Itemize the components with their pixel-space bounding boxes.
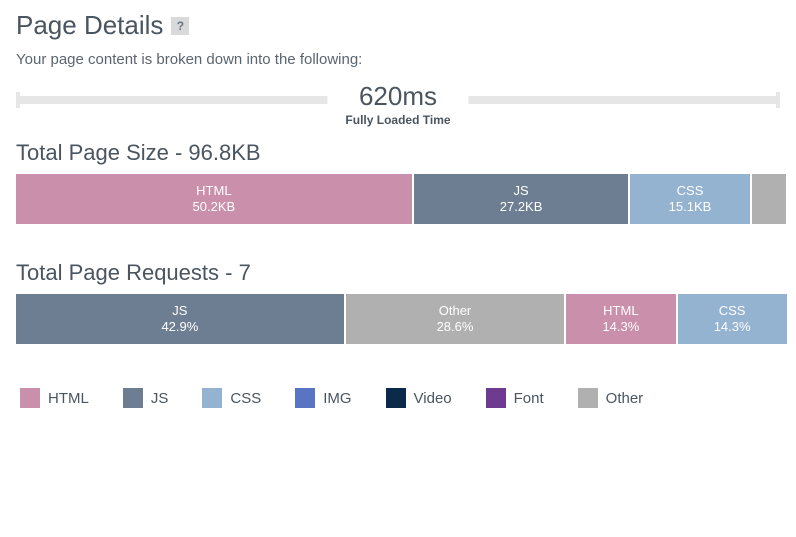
segment-html[interactable]: HTML50.2KB <box>16 174 412 224</box>
legend-swatch <box>386 388 406 408</box>
page-size-title: Total Page Size - 96.8KB <box>16 140 780 166</box>
legend-label: Video <box>414 390 452 407</box>
load-time-timeline: 620ms Fully Loaded Time <box>16 96 780 104</box>
legend-label: HTML <box>48 390 89 407</box>
timeline-label: 620ms Fully Loaded Time <box>327 82 468 127</box>
segment-value: 14.3% <box>714 319 751 335</box>
segment-label: HTML <box>603 303 638 319</box>
segment-value: 28.6% <box>437 319 474 335</box>
segment-value: 42.9% <box>161 319 198 335</box>
legend-swatch <box>202 388 222 408</box>
legend-item-video[interactable]: Video <box>386 388 452 408</box>
legend-label: Other <box>606 390 644 407</box>
legend-label: Font <box>514 390 544 407</box>
help-icon[interactable]: ? <box>171 17 189 35</box>
page-size-bar: HTML50.2KBJS27.2KBCSS15.1KB <box>16 174 780 224</box>
page-size-section: Total Page Size - 96.8KB HTML50.2KBJS27.… <box>16 140 780 224</box>
page-requests-title: Total Page Requests - 7 <box>16 260 780 286</box>
legend-item-css[interactable]: CSS <box>202 388 261 408</box>
legend-swatch <box>578 388 598 408</box>
segment-other[interactable]: Other28.6% <box>346 294 565 344</box>
segment-value: 27.2KB <box>500 199 543 215</box>
segment-value: 15.1KB <box>669 199 712 215</box>
header: Page Details ? <box>16 10 780 41</box>
segment-value: 50.2KB <box>193 199 236 215</box>
page-requests-bar: JS42.9%Other28.6%HTML14.3%CSS14.3% <box>16 294 780 344</box>
legend-swatch <box>123 388 143 408</box>
segment-js[interactable]: JS42.9% <box>16 294 344 344</box>
legend-label: JS <box>151 390 169 407</box>
segment-js[interactable]: JS27.2KB <box>414 174 629 224</box>
legend-label: CSS <box>230 390 261 407</box>
legend-item-img[interactable]: IMG <box>295 388 351 408</box>
segment-label: JS <box>514 183 529 199</box>
page-title: Page Details <box>16 10 163 41</box>
segment-value: 14.3% <box>602 319 639 335</box>
legend-item-font[interactable]: Font <box>486 388 544 408</box>
page-requests-section: Total Page Requests - 7 JS42.9%Other28.6… <box>16 260 780 344</box>
legend-label: IMG <box>323 390 351 407</box>
segment-label: CSS <box>677 183 704 199</box>
timeline-value: 620ms <box>345 82 450 111</box>
legend-item-js[interactable]: JS <box>123 388 169 408</box>
segment-label: Other <box>439 303 472 319</box>
segment-css[interactable]: CSS15.1KB <box>630 174 749 224</box>
legend-item-html[interactable]: HTML <box>20 388 89 408</box>
segment-label: JS <box>172 303 187 319</box>
legend-swatch <box>20 388 40 408</box>
legend-swatch <box>295 388 315 408</box>
legend: HTML JS CSS IMG Video Font Other <box>16 388 780 408</box>
legend-item-other[interactable]: Other <box>578 388 644 408</box>
timeline-caption: Fully Loaded Time <box>345 113 450 127</box>
segment-other[interactable] <box>752 174 786 224</box>
segment-css[interactable]: CSS14.3% <box>678 294 787 344</box>
subtitle: Your page content is broken down into th… <box>16 51 780 68</box>
segment-html[interactable]: HTML14.3% <box>566 294 675 344</box>
segment-label: HTML <box>196 183 231 199</box>
segment-label: CSS <box>719 303 746 319</box>
legend-swatch <box>486 388 506 408</box>
